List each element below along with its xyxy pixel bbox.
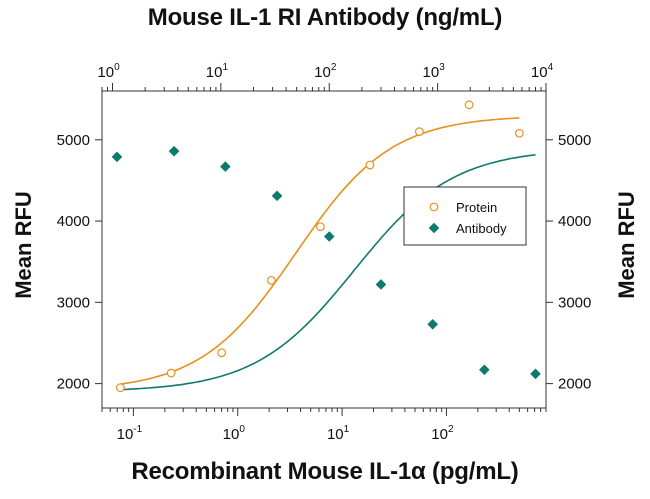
plot-frame [101,90,547,409]
protein-data-point [166,368,176,378]
protein-data-point [266,275,276,285]
protein-fit-curve [120,117,520,385]
legend-protein-marker [429,202,439,212]
left-y-tick-label: 2000 [57,376,90,393]
legend-antibody-marker [428,222,440,234]
top-axis-title: Mouse IL-1 RI Antibody (ng/mL) [147,4,503,31]
antibody-data-point [111,151,123,163]
protein-data-point [514,128,524,138]
right-y-tick-label: 4000 [558,213,591,230]
legend-box [403,186,527,246]
antibody-data-point [168,145,180,157]
legend-antibody-label: Antibody [456,221,507,236]
left-y-tick-label: 4000 [57,213,90,230]
antibody-fit-curve [116,154,536,391]
top-axis-tick-label: 100 [97,62,120,81]
protein-data-point [115,383,125,393]
protein-data-point [316,222,325,232]
legend: Protein Antibody [403,186,527,246]
left-y-tick-label: 3000 [57,294,90,311]
bottom-axis-tick-label: 101 [327,424,350,443]
bottom-axis-tick-label: 102 [431,424,454,443]
top-axis-tick-label: 103 [423,62,446,81]
top-axis-tick-label: 104 [531,62,554,81]
antibody-data-point [427,318,438,330]
protein-data-point [464,100,474,110]
legend-protein-label: Protein [456,200,497,215]
antibody-data-point [479,364,490,376]
antibody-data-point [323,231,335,242]
antibody-data-point [375,279,387,290]
right-y-tick-label: 3000 [558,294,591,311]
antibody-data-point [220,161,231,172]
left-y-tick-label: 5000 [57,132,90,149]
protein-data-point [365,160,375,170]
top-axis-tick-label: 101 [206,62,229,81]
top-axis-tick-label: 102 [314,62,337,81]
protein-data-point [217,348,226,358]
right-y-tick-label: 5000 [558,132,591,149]
antibody-data-point [271,190,283,202]
bottom-axis-tick-label: 100 [223,424,246,443]
protein-data-point [414,127,424,137]
right-y-tick-label: 2000 [558,376,591,393]
bottom-axis-tick-label: 10-1 [117,424,143,443]
antibody-data-point [530,368,541,380]
bottom-axis-title: Recombinant Mouse IL-1α (pg/mL) [131,458,519,485]
